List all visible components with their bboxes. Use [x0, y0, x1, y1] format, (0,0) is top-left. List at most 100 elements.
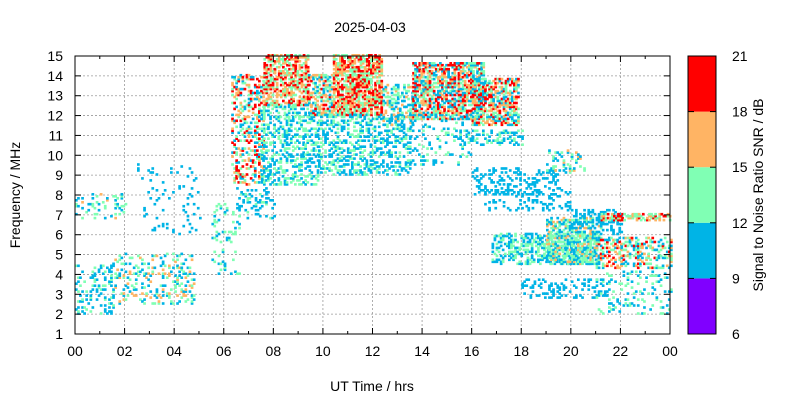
- snr-cell: [238, 197, 241, 200]
- snr-cell: [359, 135, 362, 138]
- snr-cell: [335, 58, 338, 61]
- snr-cell: [267, 149, 270, 152]
- snr-cell: [269, 122, 272, 125]
- snr-cell: [187, 280, 190, 283]
- snr-cell: [563, 233, 566, 236]
- snr-cell: [513, 191, 516, 194]
- snr-cell: [191, 259, 194, 262]
- snr-cell: [403, 84, 406, 87]
- snr-cell: [298, 112, 301, 115]
- snr-cell: [380, 147, 383, 150]
- snr-cell: [137, 167, 140, 170]
- snr-cell: [387, 84, 390, 87]
- snr-cell: [435, 114, 438, 117]
- snr-cell: [501, 187, 504, 190]
- snr-cell: [149, 280, 152, 283]
- snr-cell: [278, 177, 281, 180]
- snr-cell: [164, 272, 167, 275]
- snr-cell: [269, 116, 272, 119]
- snr-cell: [501, 171, 504, 174]
- snr-cell: [343, 114, 346, 117]
- snr-cell: [193, 272, 196, 275]
- snr-cell: [300, 173, 303, 176]
- snr-cell: [532, 207, 535, 210]
- snr-cell: [170, 167, 173, 170]
- snr-cell: [505, 167, 508, 170]
- snr-cell: [261, 205, 264, 208]
- snr-cell: [158, 272, 161, 275]
- snr-cell: [422, 155, 425, 158]
- snr-cell: [530, 187, 533, 190]
- snr-cell: [189, 267, 192, 270]
- snr-cell: [370, 86, 373, 89]
- snr-cell: [137, 163, 140, 166]
- snr-cell: [306, 181, 309, 184]
- snr-cell: [149, 290, 152, 293]
- snr-cell: [418, 118, 421, 121]
- snr-cell: [405, 116, 408, 119]
- snr-cell: [273, 141, 276, 144]
- snr-cell: [292, 98, 295, 101]
- snr-cell: [258, 80, 261, 83]
- snr-cell: [156, 255, 159, 258]
- snr-cell: [548, 235, 551, 238]
- snr-cell: [96, 278, 99, 281]
- snr-cell: [191, 255, 194, 258]
- snr-cell: [517, 108, 520, 111]
- snr-cell: [280, 139, 283, 142]
- snr-cell: [77, 197, 80, 200]
- snr-cell: [104, 308, 107, 311]
- snr-cell: [314, 82, 317, 85]
- snr-cell: [273, 203, 276, 206]
- snr-cell: [218, 233, 221, 236]
- snr-cell: [378, 171, 381, 174]
- snr-cell: [236, 187, 239, 190]
- snr-cell: [313, 161, 316, 164]
- snr-cell: [187, 175, 190, 178]
- snr-cell: [569, 191, 572, 194]
- snr-cell: [213, 215, 216, 218]
- snr-cell: [484, 78, 487, 81]
- snr-cell: [252, 118, 255, 121]
- snr-cell: [273, 215, 276, 218]
- snr-cell: [125, 203, 128, 206]
- snr-cell: [422, 133, 425, 136]
- snr-cell: [536, 199, 539, 202]
- snr-cell: [428, 141, 431, 144]
- snr-cell: [147, 267, 150, 270]
- snr-cell: [193, 278, 196, 281]
- snr-cell: [498, 251, 501, 254]
- snr-cell: [266, 76, 269, 79]
- snr-cell: [290, 130, 293, 133]
- snr-cell: [187, 215, 190, 218]
- snr-cell: [443, 128, 446, 131]
- snr-cell: [135, 278, 138, 281]
- snr-cell: [230, 241, 233, 244]
- snr-cell: [505, 171, 508, 174]
- snr-cell: [435, 159, 438, 162]
- snr-cell: [121, 193, 124, 196]
- snr-cell: [500, 245, 503, 248]
- snr-cell: [247, 211, 250, 214]
- snr-cell: [520, 263, 523, 266]
- snr-cell: [484, 185, 487, 188]
- snr-cell: [193, 298, 196, 301]
- snr-cell: [464, 80, 467, 83]
- snr-cell: [403, 100, 406, 103]
- snr-cell: [244, 88, 247, 91]
- snr-cell: [137, 267, 140, 270]
- snr-cell: [558, 253, 561, 256]
- snr-cell: [235, 126, 238, 129]
- snr-cell: [320, 116, 323, 119]
- snr-cell: [185, 259, 188, 262]
- snr-cell: [185, 294, 188, 297]
- snr-cell: [162, 223, 165, 226]
- snr-cell: [116, 269, 119, 272]
- snr-cell: [432, 128, 435, 131]
- snr-cell: [509, 169, 512, 172]
- snr-cell: [156, 189, 159, 192]
- snr-cell: [269, 163, 272, 166]
- snr-cell: [125, 271, 128, 274]
- snr-cell: [224, 203, 227, 206]
- snr-cell: [517, 114, 520, 117]
